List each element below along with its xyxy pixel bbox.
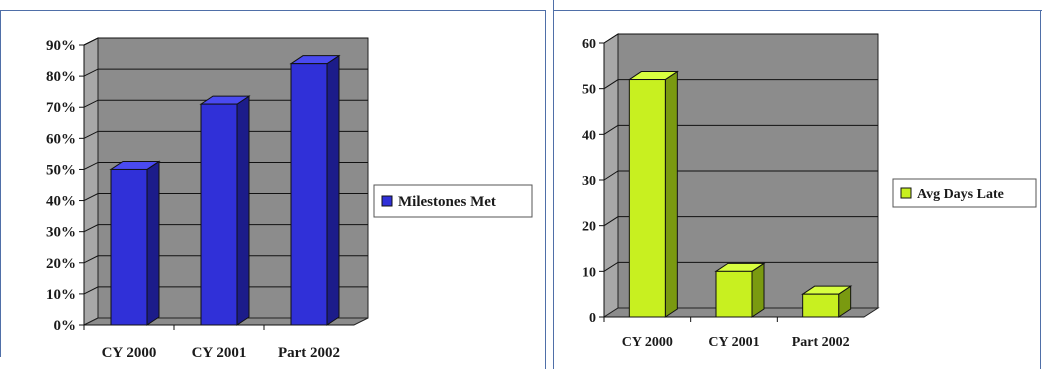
bar-front [200, 103, 238, 326]
gridline [83, 68, 368, 77]
bar-side [326, 54, 340, 326]
gridline [603, 33, 878, 44]
gridline [603, 170, 878, 181]
y-tick-label: 20 [582, 220, 596, 235]
y-tick-label: 30 [582, 174, 596, 189]
y-tick-label: 40% [46, 194, 76, 210]
bar [627, 70, 679, 318]
gridline [83, 224, 368, 233]
gridline [603, 216, 878, 227]
y-tick-label: 10 [582, 265, 596, 280]
bar-side [146, 160, 160, 326]
bar-front [628, 79, 666, 318]
y-tick-label: 90% [46, 38, 76, 54]
legend-box [892, 178, 1037, 208]
milestones-y-tick-labels: 0% 10% 20% 30% 40% 50% 60% 70% 80% 90% [46, 38, 85, 334]
y-tick-label: 50 [582, 83, 596, 98]
days-late-chart: 0 10 20 30 40 50 60 CY 2000 CY 2001 Part 2002 Av… [553, 0, 1042, 369]
x-tick-label: CY 2001 [192, 345, 247, 361]
days-late-legend: Avg Days Late [892, 178, 1037, 208]
days-late-y-tick-labels: 0 10 20 30 40 50 60 [582, 37, 605, 326]
bar-front [110, 168, 148, 326]
x-tick-label: CY 2001 [708, 335, 759, 350]
legend-swatch [381, 195, 393, 207]
y-tick-label: 70% [46, 100, 76, 116]
bar-side [236, 95, 250, 326]
y-tick-label: 0 [589, 311, 596, 326]
milestones-chart: 0%10%20%30%40%50%60%70%80%90% CY 2000 CY … [0, 10, 546, 369]
bar [109, 160, 161, 326]
milestones-x-tick-labels: CY 2000 CY 2001 Part 2002 [83, 324, 354, 361]
legend-label-milestones-met: Milestones Met [398, 194, 496, 210]
y-tick-label: 10% [46, 287, 76, 303]
legend-label-avg-days-late: Avg Days Late [917, 187, 1004, 202]
bar-side [664, 70, 678, 318]
bar [289, 54, 341, 326]
x-tick-label: Part 2002 [792, 335, 850, 350]
gridline [83, 255, 368, 264]
x-tick-label: CY 2000 [102, 345, 157, 361]
y-tick-label: 40 [582, 128, 596, 143]
bar-front [715, 270, 753, 318]
gridline [83, 161, 368, 170]
bar-side [751, 262, 765, 318]
gridline [83, 130, 368, 139]
gridline [83, 193, 368, 202]
gridline [83, 37, 368, 46]
gridline [603, 79, 878, 90]
y-tick-label: 60% [46, 131, 76, 147]
bar [199, 95, 251, 326]
bar [714, 262, 766, 318]
milestones-legend: Milestones Met [373, 184, 533, 218]
y-tick-label: 50% [46, 162, 76, 178]
days-late-x-tick-labels: CY 2000 CY 2001 Part 2002 [603, 316, 864, 350]
legend-box [373, 184, 533, 218]
x-tick-label: CY 2000 [622, 335, 673, 350]
gridline [603, 124, 878, 135]
y-tick-label: 60 [582, 37, 596, 52]
gridline [603, 261, 878, 272]
y-tick-label: 20% [46, 256, 76, 272]
y-tick-label: 30% [46, 225, 76, 241]
gridline [83, 99, 368, 108]
x-tick-label: Part 2002 [278, 345, 340, 361]
gridline [83, 286, 368, 295]
legend-swatch [900, 187, 912, 199]
y-tick-label: 0% [54, 318, 77, 334]
y-tick-label: 80% [46, 69, 76, 85]
milestones-bars [109, 54, 341, 326]
bar [801, 285, 853, 318]
bar-front [290, 63, 328, 326]
side-wall [83, 37, 99, 326]
bar-front [802, 293, 840, 318]
